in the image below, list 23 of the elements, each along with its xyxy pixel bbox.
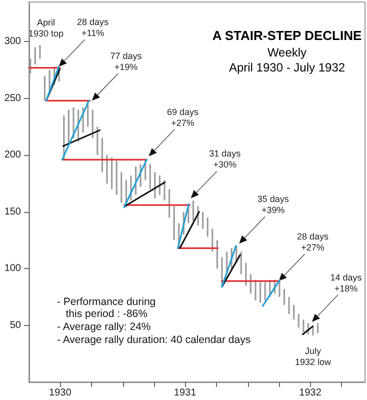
y-tick-label: 100	[4, 263, 22, 274]
y-tick-label: 300	[4, 36, 22, 48]
annotation: 14 days +18%	[330, 272, 362, 294]
x-tick-label: 1931	[174, 388, 197, 398]
annotation: - Performance during this period : -86%	[57, 296, 156, 320]
annotation: 28 days +27%	[297, 232, 330, 253]
y-tick-label: 200	[4, 150, 22, 161]
annotation: 35 days +39%	[257, 194, 290, 216]
annotation: July 1932 low	[294, 346, 332, 367]
annotation: - Average rally: 24%	[57, 321, 151, 333]
annotation: 28 days +11%	[77, 17, 110, 38]
x-tick-label: 1932	[299, 388, 322, 398]
annotation: 77 days +19%	[110, 51, 142, 72]
annotation: 31 days +30%	[209, 148, 242, 170]
y-tick-label: 50	[10, 320, 22, 331]
annotation: - Average rally duration: 40 calendar days	[57, 334, 251, 346]
annotation: 69 days +27%	[166, 106, 200, 128]
y-tick-label: 250	[4, 92, 22, 104]
text: Weekly April 1930 - July 1932	[228, 46, 346, 74]
y-tick-label: 150	[4, 206, 22, 218]
x-tick-label: 1930	[49, 388, 72, 398]
text: A STAIR-STEP DECLINE	[212, 28, 362, 43]
annotation: April 1930 top	[28, 18, 64, 39]
